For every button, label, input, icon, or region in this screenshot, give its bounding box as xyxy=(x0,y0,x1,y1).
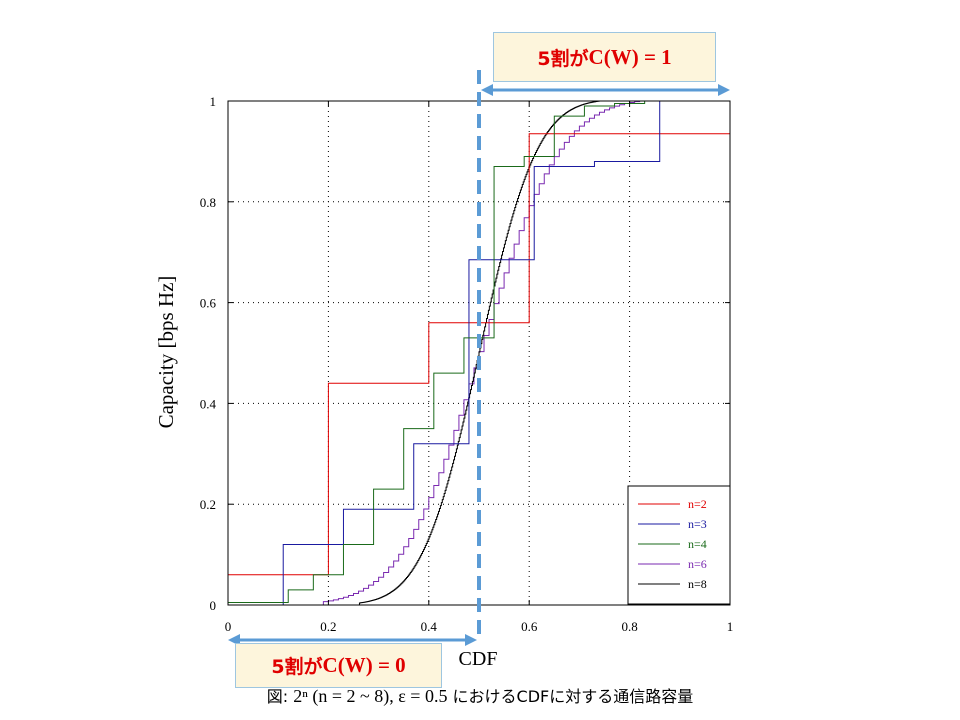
caption-formula: 2ⁿ (n = 2 ~ 8), ε = 0.5 xyxy=(293,686,448,706)
series-line-n8 xyxy=(228,100,730,606)
callout-top-prefix: 5割が xyxy=(537,47,589,70)
x-tick-label: 0.4 xyxy=(421,619,438,634)
legend-label: n=8 xyxy=(688,577,707,591)
callout-top-formula: C(W) = 1 xyxy=(588,44,672,69)
y-tick-label: 1 xyxy=(210,94,217,109)
legend-label: n=2 xyxy=(688,497,707,511)
axis-ticks: 0 0.2 0.4 0.6 0.8 1 0 0.2 0.4 0.6 0.8 1 xyxy=(200,94,734,634)
callout-bottom-prefix: 5割が xyxy=(271,656,323,678)
x-tick-label: 1 xyxy=(727,619,734,634)
series-lines xyxy=(228,100,730,606)
x-tick-label: 0.2 xyxy=(320,619,336,634)
callout-upper-half-capacity-one: 5割が C(W) = 1 xyxy=(493,32,716,82)
legend-label: n=4 xyxy=(688,537,707,551)
upper-arrow-head-right xyxy=(718,84,730,96)
y-tick-label: 0.2 xyxy=(200,497,216,512)
series-line-n3 xyxy=(228,100,730,606)
y-tick-label: 0.6 xyxy=(200,296,217,311)
legend-label: n=6 xyxy=(688,557,707,571)
figure-caption: 図: 2ⁿ (n = 2 ~ 8), ε = 0.5 におけるCDFに対する通信… xyxy=(0,683,960,707)
y-tick-label: 0.8 xyxy=(200,195,216,210)
y-tick-label: 0 xyxy=(210,598,217,613)
y-axis-label: Capacity [bps Hz] xyxy=(154,276,178,429)
caption-suffix: におけるCDFに対する通信路容量 xyxy=(447,687,694,706)
threshold-marker xyxy=(228,70,730,646)
x-tick-label: 0 xyxy=(225,619,232,634)
upper-arrow-head-left xyxy=(481,84,493,96)
legend: n=2 n=3 n=4 n=6 n=8 xyxy=(627,485,731,605)
lower-arrow-head-right xyxy=(465,634,477,646)
x-axis-label: CDF xyxy=(459,648,498,670)
x-tick-label: 0.8 xyxy=(621,619,637,634)
y-tick-label: 0.4 xyxy=(200,396,217,411)
series-line-n2 xyxy=(228,133,730,576)
series-line-n4 xyxy=(228,100,730,603)
callout-lower-half-capacity-zero: 5割が C(W) = 0 xyxy=(235,643,442,688)
callout-bottom-formula: C(W) = 0 xyxy=(322,653,406,677)
x-tick-label: 0.6 xyxy=(521,619,538,634)
legend-label: n=3 xyxy=(688,517,707,531)
caption-prefix: 図: xyxy=(266,687,294,706)
